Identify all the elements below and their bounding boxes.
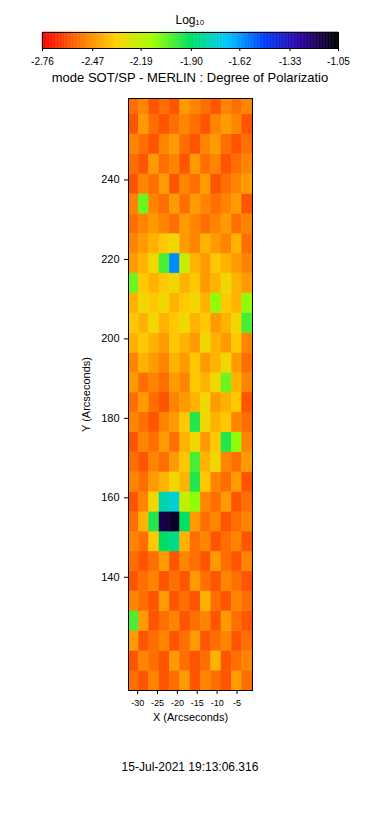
svg-text:Y (Arcseconds): Y (Arcseconds) (80, 357, 92, 432)
svg-text:-10: -10 (211, 698, 224, 708)
svg-text:200: 200 (101, 332, 119, 344)
svg-text:-2.76: -2.76 (31, 56, 54, 67)
svg-text:180: 180 (101, 412, 119, 424)
html-text:mode SOT/SP - MERLIN : Degree: mode SOT/SP - MERLIN : Degree of Polariz… (51, 70, 329, 85)
svg-text:240: 240 (101, 173, 119, 185)
svg-text:-25: -25 (151, 698, 164, 708)
svg-text:160: 160 (101, 491, 119, 503)
svg-text:140: 140 (101, 571, 119, 583)
html-text:15-Jul-2021 19:13:06.316: 15-Jul-2021 19:13:06.316 (121, 760, 259, 774)
svg-text:-5: -5 (233, 698, 241, 708)
svg-text:-15: -15 (191, 698, 204, 708)
svg-text:-1.33: -1.33 (279, 56, 302, 67)
svg-text:-30: -30 (131, 698, 144, 708)
html-text:Log₁₀: Log₁₀ (175, 13, 205, 27)
svg-text:-20: -20 (171, 698, 184, 708)
svg-text:X (Arcseconds): X (Arcseconds) (153, 711, 228, 723)
svg-text:-2.19: -2.19 (130, 56, 153, 67)
svg-text:-1.90: -1.90 (180, 56, 203, 67)
svg-text:-1.62: -1.62 (228, 56, 251, 67)
svg-text:220: 220 (101, 253, 119, 265)
svg-text:-2.47: -2.47 (81, 56, 104, 67)
svg-text:-1.05: -1.05 (327, 56, 350, 67)
